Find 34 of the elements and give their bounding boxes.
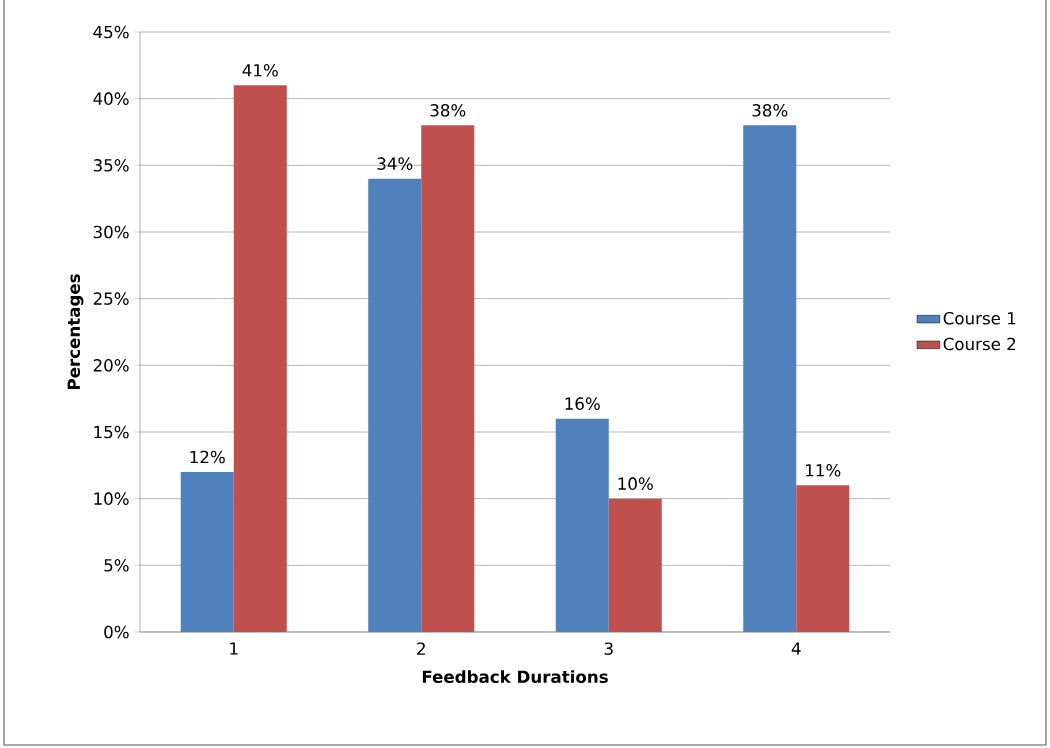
x-tick-label: 3: [604, 642, 613, 655]
legend-label: Course 1: [943, 311, 1016, 325]
x-tick-label: 1: [230, 642, 238, 655]
y-tick-label: 30%: [93, 225, 129, 239]
y-tick-label: 25%: [93, 292, 129, 305]
x-axis-title: Feedback Durations: [422, 670, 608, 684]
bar: [233, 85, 287, 632]
bar: [421, 125, 475, 632]
bar: [608, 498, 662, 632]
data-label: 12%: [190, 450, 225, 464]
x-tick-label: 4: [791, 642, 801, 655]
data-label: 16%: [565, 397, 600, 410]
y-tick-label: 5%: [104, 559, 129, 572]
y-tick-label: 40%: [93, 92, 129, 105]
y-tick-label: 10%: [94, 492, 129, 505]
data-label: 41%: [242, 63, 278, 77]
y-tick-label: 45%: [93, 25, 129, 39]
data-label: 38%: [752, 103, 788, 117]
data-label: 11%: [806, 463, 841, 477]
x-tick-label: 2: [417, 642, 425, 655]
bar: [180, 471, 234, 632]
y-tick-label: 35%: [93, 159, 129, 172]
data-label: 34%: [377, 157, 413, 170]
data-label: 38%: [430, 103, 466, 117]
data-label: 10%: [618, 477, 653, 490]
y-tick-label: 15%: [94, 425, 129, 439]
bar: [368, 178, 422, 632]
legend-label: Course 2: [943, 337, 1016, 351]
bar: [555, 418, 609, 632]
bar: [796, 485, 850, 632]
bar: [743, 125, 797, 632]
y-axis-title: Percentages: [67, 274, 84, 390]
y-tick-label: 0%: [104, 625, 129, 639]
y-tick-label: 20%: [93, 359, 129, 372]
